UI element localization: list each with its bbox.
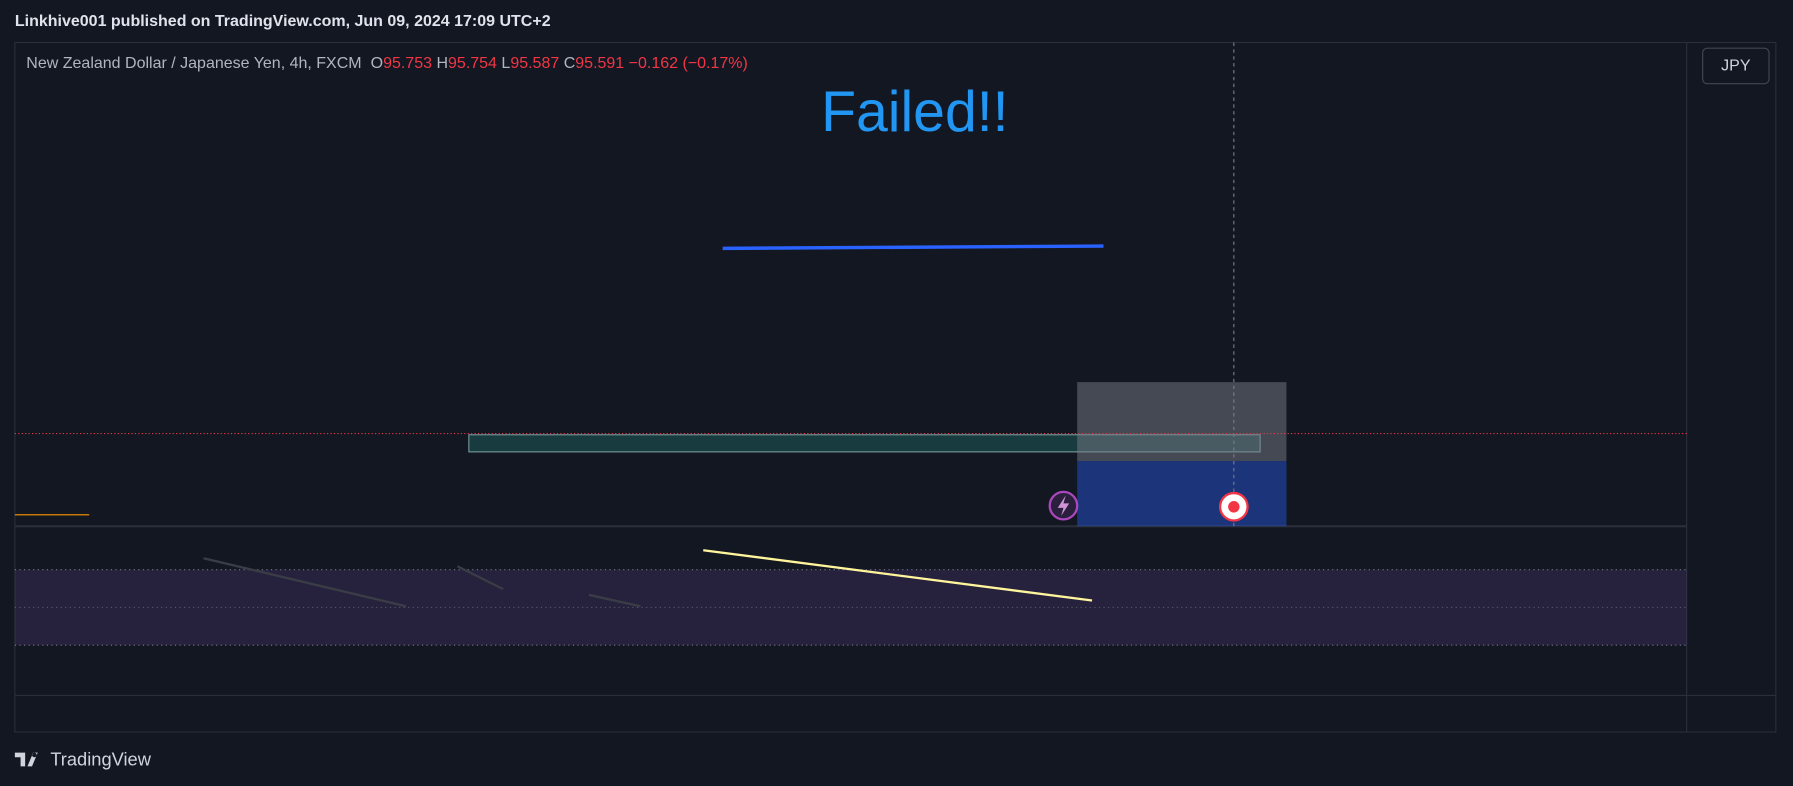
currency-label: JPY: [1721, 58, 1751, 75]
annotation: Failed!!: [821, 80, 1008, 144]
shadow-line: [203, 557, 407, 608]
currency-button[interactable]: [1702, 47, 1770, 85]
open: 95.753: [383, 55, 432, 72]
low: 95.587: [510, 55, 559, 72]
shadow-line: [456, 565, 504, 591]
open-key: O: [371, 55, 383, 72]
brand: TradingView: [50, 748, 151, 769]
close-key: C: [564, 55, 576, 72]
rsi-trendline: [703, 549, 1093, 602]
target-dot: [1228, 501, 1240, 513]
lightning: [1057, 495, 1070, 516]
chart-panel: [14, 41, 1777, 733]
position-stop-area: [1077, 382, 1287, 462]
position-target-area: [1077, 461, 1287, 527]
change: −0.162 (−0.17%): [629, 55, 748, 72]
rsi-shadow-lines: [203, 557, 641, 608]
trendline: [722, 244, 1104, 251]
symbol: New Zealand Dollar / Japanese Yen, 4h, F…: [26, 55, 361, 72]
low-key: L: [501, 55, 510, 72]
logo: [14, 752, 38, 767]
legend: New Zealand Dollar / Japanese Yen, 4h, F…: [26, 55, 748, 72]
rsi-band: [14, 569, 1687, 646]
high-key: H: [436, 55, 448, 72]
shadow-line: [588, 593, 641, 608]
close: 95.591: [575, 55, 624, 72]
high: 95.754: [448, 55, 497, 72]
header-title: Linkhive001 published on TradingView.com…: [15, 13, 551, 30]
